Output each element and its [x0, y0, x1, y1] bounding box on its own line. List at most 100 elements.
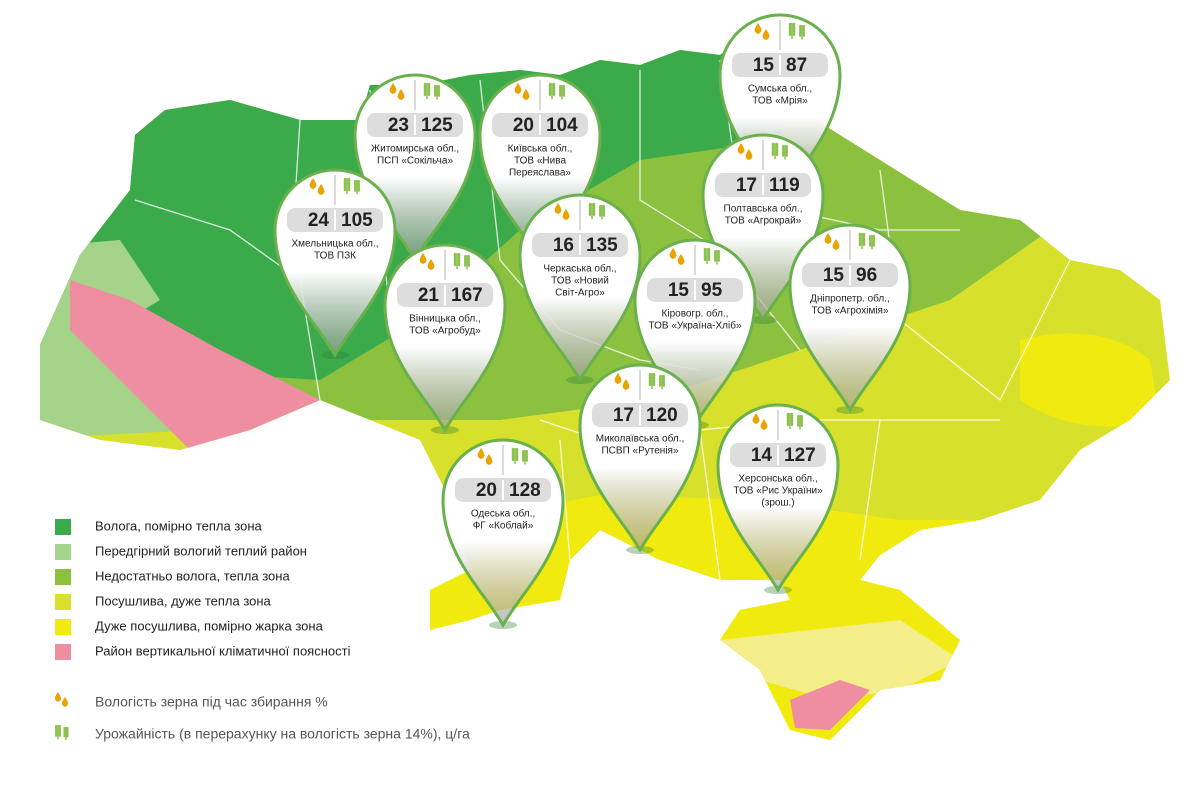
- pin-label: ТОВ «Агрохімія»: [811, 306, 889, 317]
- pin-label: ПСВП «Рутенія»: [601, 446, 678, 457]
- wheat-icon: [786, 421, 790, 427]
- legend-swatch: [55, 594, 71, 610]
- wheat-icon: [423, 91, 427, 97]
- drop-icon: [522, 89, 530, 100]
- yield-value: 119: [769, 175, 800, 196]
- zone-very-dry: [1020, 333, 1160, 427]
- drop-icon: [54, 692, 62, 702]
- pin-label: ТОВ «Мрія»: [752, 96, 808, 107]
- pin-label: ТОВ «Агрокрай»: [725, 216, 802, 227]
- legend-label: Волога, помірно тепла зона: [95, 518, 263, 533]
- wheat-icon: [55, 732, 58, 737]
- moisture-value: 17: [613, 405, 634, 426]
- moisture-value: 15: [823, 265, 845, 286]
- drop-icon: [824, 233, 832, 244]
- wheat-icon: [354, 187, 357, 192]
- wheat-icon: [434, 92, 437, 97]
- pin-label: ПСП «Сокільча»: [377, 156, 453, 167]
- zone-crimea: [720, 620, 960, 700]
- yield-value: 105: [341, 210, 373, 231]
- moisture-value: 20: [513, 115, 534, 136]
- zone-mountain: [70, 280, 320, 450]
- wheat-icon: [515, 456, 519, 462]
- drop-icon: [427, 259, 435, 270]
- pin-label: ТОВ «Нива: [514, 156, 566, 167]
- drop-icon: [419, 253, 427, 264]
- pin-label: Хмельницька обл.,: [291, 238, 378, 250]
- moisture-value: 20: [476, 480, 497, 501]
- wheat-icon: [782, 152, 785, 157]
- pin-label: Житомирська обл.,: [371, 143, 459, 155]
- drop-icon: [677, 254, 685, 265]
- wheat-icon: [869, 242, 872, 247]
- wheat-icon: [457, 261, 461, 267]
- wheat-icon: [858, 241, 862, 247]
- legend-swatch: [55, 644, 71, 660]
- drop-icon: [562, 209, 570, 220]
- pin-label: Кіровогр. обл.,: [662, 308, 729, 320]
- legend-swatch: [55, 619, 71, 635]
- moisture-value: 24: [308, 210, 330, 231]
- drop-icon: [309, 178, 317, 189]
- wheat-icon: [703, 256, 707, 262]
- pin: 21 167 Вінницька обл.,ТОВ «Агробуд»: [383, 243, 507, 434]
- wheat-icon: [467, 262, 470, 267]
- pin-label: Переяслава»: [509, 168, 571, 179]
- pin-label: ТОВ ПЗК: [314, 251, 356, 262]
- yield-value: 87: [786, 55, 807, 76]
- wheat-icon: [659, 382, 662, 387]
- legend-swatch: [55, 544, 71, 560]
- wheat-icon: [707, 256, 711, 262]
- wheat-icon: [785, 152, 788, 157]
- pin-label: Черкаська обл.,: [543, 263, 616, 275]
- pin: 15 96 Дніпропетр. обл.,ТОВ «Агрохімія»: [788, 223, 912, 414]
- wheat-icon: [790, 421, 794, 427]
- wheat-icon: [357, 187, 360, 192]
- legend-swatch: [55, 519, 71, 535]
- wheat-icon: [602, 212, 605, 217]
- drop-icon: [614, 373, 622, 384]
- pin-label: Миколаївська обл.,: [596, 433, 685, 445]
- pin-label: ТОВ «Новий: [551, 276, 609, 287]
- drop-icon: [61, 697, 69, 707]
- yield-note: Урожайність (в перерахунку на вологість …: [95, 726, 470, 742]
- moisture-value: 14: [751, 445, 773, 466]
- wheat-icon: [800, 422, 803, 427]
- wheat-icon: [522, 457, 525, 462]
- pin-label: ФГ «Коблай»: [473, 520, 534, 532]
- drop-icon: [317, 184, 325, 195]
- wheat-icon: [872, 242, 875, 247]
- wheat-icon: [464, 262, 467, 267]
- pin: 17 120 Миколаївська обл.,ПСВП «Рутенія»: [578, 363, 702, 554]
- wheat-icon: [714, 257, 717, 262]
- pin-label: Полтавська обл.,: [724, 203, 803, 215]
- wheat-icon: [717, 257, 720, 262]
- pin-label: ТОВ «Рис України»: [733, 486, 823, 497]
- wheat-icon: [599, 212, 602, 217]
- yield-value: 167: [451, 285, 483, 306]
- legend-label: Недостатньо волога, тепла зона: [95, 568, 290, 583]
- drop-icon: [832, 239, 840, 250]
- pin: 14 127 Херсонська обл.,ТОВ «Рис України»(з…: [716, 403, 840, 594]
- legend-label: Посушлива, дуже тепла зона: [95, 593, 272, 608]
- yield-value: 135: [586, 235, 618, 256]
- yield-value: 125: [421, 115, 453, 136]
- drop-icon: [485, 454, 493, 465]
- yield-value: 104: [546, 115, 578, 136]
- yield-value: 96: [856, 265, 877, 286]
- moisture-note: Вологість зерна під час збирання %: [95, 694, 328, 710]
- wheat-icon: [58, 732, 61, 737]
- drop-icon: [752, 413, 760, 424]
- wheat-icon: [775, 151, 779, 157]
- wheat-icon: [343, 186, 347, 192]
- pin: 20 128 Одеська обл.,ФГ «Коблай»: [441, 438, 565, 629]
- wheat-icon: [548, 91, 552, 97]
- wheat-icon: [525, 457, 528, 462]
- wheat-icon: [797, 422, 800, 427]
- legend-swatch: [55, 569, 71, 585]
- wheat-icon: [559, 92, 562, 97]
- wheat-icon: [648, 381, 652, 387]
- moisture-value: 15: [753, 55, 775, 76]
